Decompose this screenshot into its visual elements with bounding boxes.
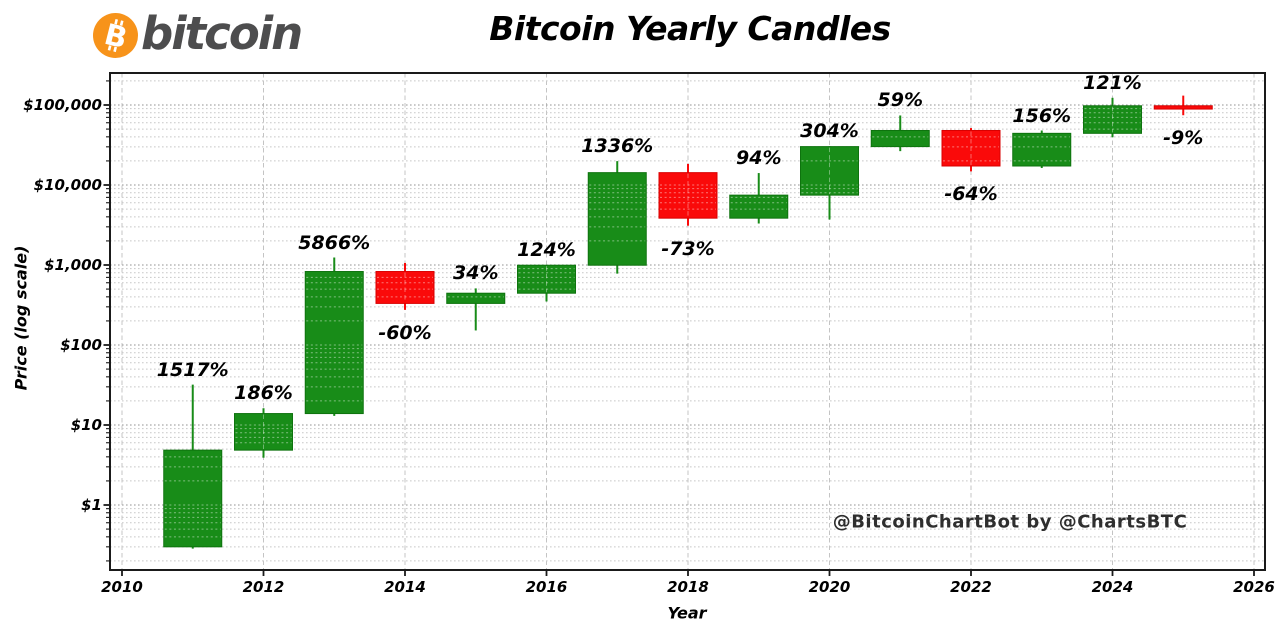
pct-change-2022: -64% [944, 183, 998, 206]
pct-change-2013: 5866% [298, 231, 371, 254]
watermark-credit: @BitcoinChartBot by @ChartsBTC [832, 511, 1188, 533]
pct-change-2017: 1336% [581, 135, 654, 158]
pct-change-2025: -9% [1163, 127, 1204, 150]
x-tick-2020: 2020 [808, 578, 851, 596]
pct-change-2018: -73% [661, 237, 715, 260]
pct-change-2016: 124% [517, 239, 576, 261]
y-axis-title: Price (log scale) [11, 245, 31, 391]
bitcoin-coin-icon: B [93, 13, 138, 58]
pct-change-2023: 156% [1012, 104, 1072, 127]
pct-change-2014: -60% [378, 321, 432, 344]
bitcoin-wordmark: bitcoin [141, 7, 303, 60]
x-tick-2026: 2026 [1233, 578, 1275, 596]
pct-change-2020: 304% [800, 120, 859, 143]
x-tick-2014: 2014 [384, 578, 426, 596]
y-tick-100: $100 [60, 336, 102, 354]
x-tick-2010: 2010 [101, 578, 143, 596]
pct-change-2015: 34% [453, 262, 499, 285]
x-tick-2018: 2018 [667, 578, 709, 596]
y-tick-1: $1 [81, 496, 102, 514]
y-tick-100000: $100,000 [23, 96, 102, 114]
page-title: Bitcoin Yearly Candles [489, 9, 891, 48]
pct-change-2024: 121% [1083, 71, 1142, 94]
x-tick-2024: 2024 [1091, 578, 1134, 596]
pct-change-2021: 59% [877, 89, 923, 112]
x-tick-2012: 2012 [242, 578, 285, 596]
pct-change-2011: 1517% [156, 358, 229, 381]
x-tick-2022: 2022 [950, 578, 992, 596]
bitcoin-logo-icon: B [93, 13, 138, 58]
y-tick-1000: $1,000 [44, 256, 102, 274]
x-axis-title: Year [667, 603, 707, 623]
y-tick-10000: $10,000 [33, 176, 102, 194]
pct-change-2019: 94% [736, 147, 782, 170]
pct-change-2012: 186% [234, 382, 293, 405]
y-tick-10: $10 [70, 416, 102, 434]
x-tick-2016: 2016 [525, 578, 568, 596]
